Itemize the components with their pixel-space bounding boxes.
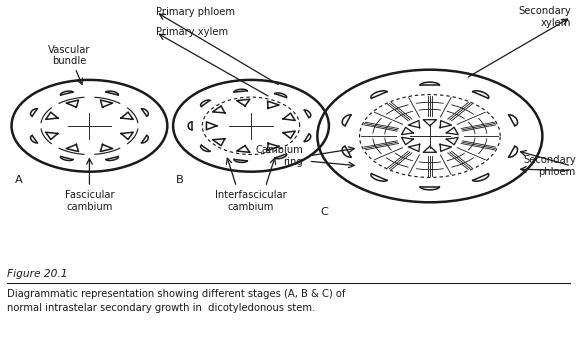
Text: Cambium
ring: Cambium ring	[255, 145, 303, 167]
Text: Diagrammatic representation showing different stages (A, B & C) of
normal intras: Diagrammatic representation showing diff…	[7, 289, 346, 313]
Text: Primary phloem: Primary phloem	[156, 7, 235, 17]
Text: Interfascicular
cambium: Interfascicular cambium	[215, 190, 287, 212]
Text: Secondary
phloem: Secondary phloem	[523, 155, 576, 177]
Text: Vascular
bundle: Vascular bundle	[48, 45, 91, 66]
Text: C: C	[320, 207, 328, 217]
Text: Fascicular
cambium: Fascicular cambium	[65, 190, 114, 212]
Text: Primary xylem: Primary xylem	[156, 27, 228, 37]
Text: A: A	[14, 175, 22, 185]
Text: Secondary
xylem: Secondary xylem	[519, 6, 571, 28]
Text: B: B	[176, 175, 183, 185]
Text: Figure 20.1: Figure 20.1	[7, 269, 68, 279]
